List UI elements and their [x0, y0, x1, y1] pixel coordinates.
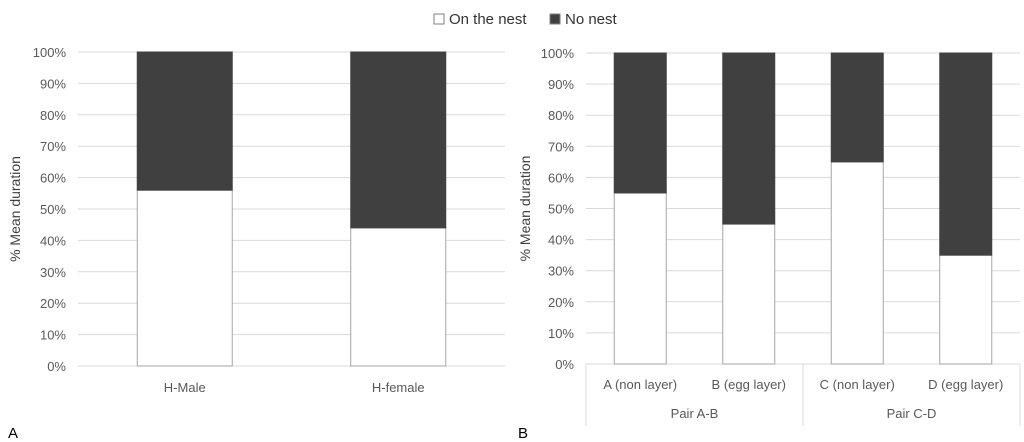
bar-no-nest-d-egg-layer — [939, 52, 993, 256]
bar-no-nest-a-non-layer — [613, 52, 667, 194]
y-tick-label: 90% — [40, 76, 66, 91]
y-tick-label: 70% — [548, 139, 574, 154]
chart-panel-b: 0% 10% 20% 30% 40% 50% 60% 70% 80% 90% 100% % Mean … — [517, 46, 1021, 426]
y-tick-label: 50% — [40, 202, 66, 217]
y-tick-label: 60% — [548, 170, 574, 185]
y-tick-label: 50% — [548, 202, 574, 217]
group-label-pair-a-b: Pair A-B — [671, 406, 719, 421]
y-axis-label: % Mean duration — [517, 156, 533, 262]
y-tick-label: 70% — [40, 139, 66, 154]
x-tick-label: B (egg layer) — [712, 377, 786, 392]
x-tick-label: C (non layer) — [820, 377, 895, 392]
x-tick-label: H-Male — [164, 380, 206, 395]
x-tick-label: A (non layer) — [603, 377, 677, 392]
bar-no-nest-c-non-layer — [830, 52, 884, 163]
y-tick-label: 80% — [40, 108, 66, 123]
x-tick-label: D (egg layer) — [928, 377, 1003, 392]
y-tick-label: 60% — [40, 171, 66, 186]
y-tick-label: 20% — [548, 295, 574, 310]
bar-no-nest-h-female — [350, 51, 447, 229]
legend-swatch-on-the-nest — [433, 13, 445, 25]
y-tick-label: 40% — [40, 233, 66, 248]
y-tick-label: 0% — [555, 357, 574, 372]
y-tick-label: 80% — [548, 108, 574, 123]
y-tick-label: 30% — [548, 264, 574, 279]
x-tick-label: H-female — [372, 380, 425, 395]
panel-label-b: B — [518, 425, 528, 442]
y-axis-label: % Mean duration — [7, 156, 23, 262]
y-tick-label: 10% — [40, 328, 66, 343]
y-tick-label: 100% — [541, 46, 575, 61]
bar-on-the-nest-d-egg-layer — [939, 254, 993, 365]
legend-swatch-no-nest — [549, 13, 561, 25]
legend-label-no-nest: No nest — [565, 11, 618, 28]
y-tick-label: 30% — [40, 265, 66, 280]
y-tick-label: 10% — [548, 326, 574, 341]
y-tick-label: 20% — [40, 296, 66, 311]
bar-no-nest-b-egg-layer — [722, 52, 776, 225]
chart-panel-a: 0% 10% 20% 30% 40% 50% 60% 70% 80% 90% 100% % Mean … — [7, 45, 505, 395]
panel-label-a: A — [8, 425, 18, 442]
y-tick-label: 0% — [47, 359, 66, 374]
bar-on-the-nest-h-female — [350, 227, 447, 367]
bar-no-nest-h-male — [136, 51, 233, 191]
legend-label-on-the-nest: On the nest — [449, 11, 527, 28]
y-tick-label: 40% — [548, 233, 574, 248]
bar-on-the-nest-a-non-layer — [613, 192, 667, 365]
legend: On the nest No nest — [433, 11, 618, 28]
bar-on-the-nest-b-egg-layer — [722, 223, 776, 365]
bar-on-the-nest-h-male — [136, 189, 233, 367]
y-tick-label: 90% — [548, 77, 574, 92]
bar-on-the-nest-c-non-layer — [830, 161, 884, 365]
group-label-pair-c-d: Pair C-D — [887, 406, 937, 421]
y-tick-label: 100% — [33, 45, 67, 60]
